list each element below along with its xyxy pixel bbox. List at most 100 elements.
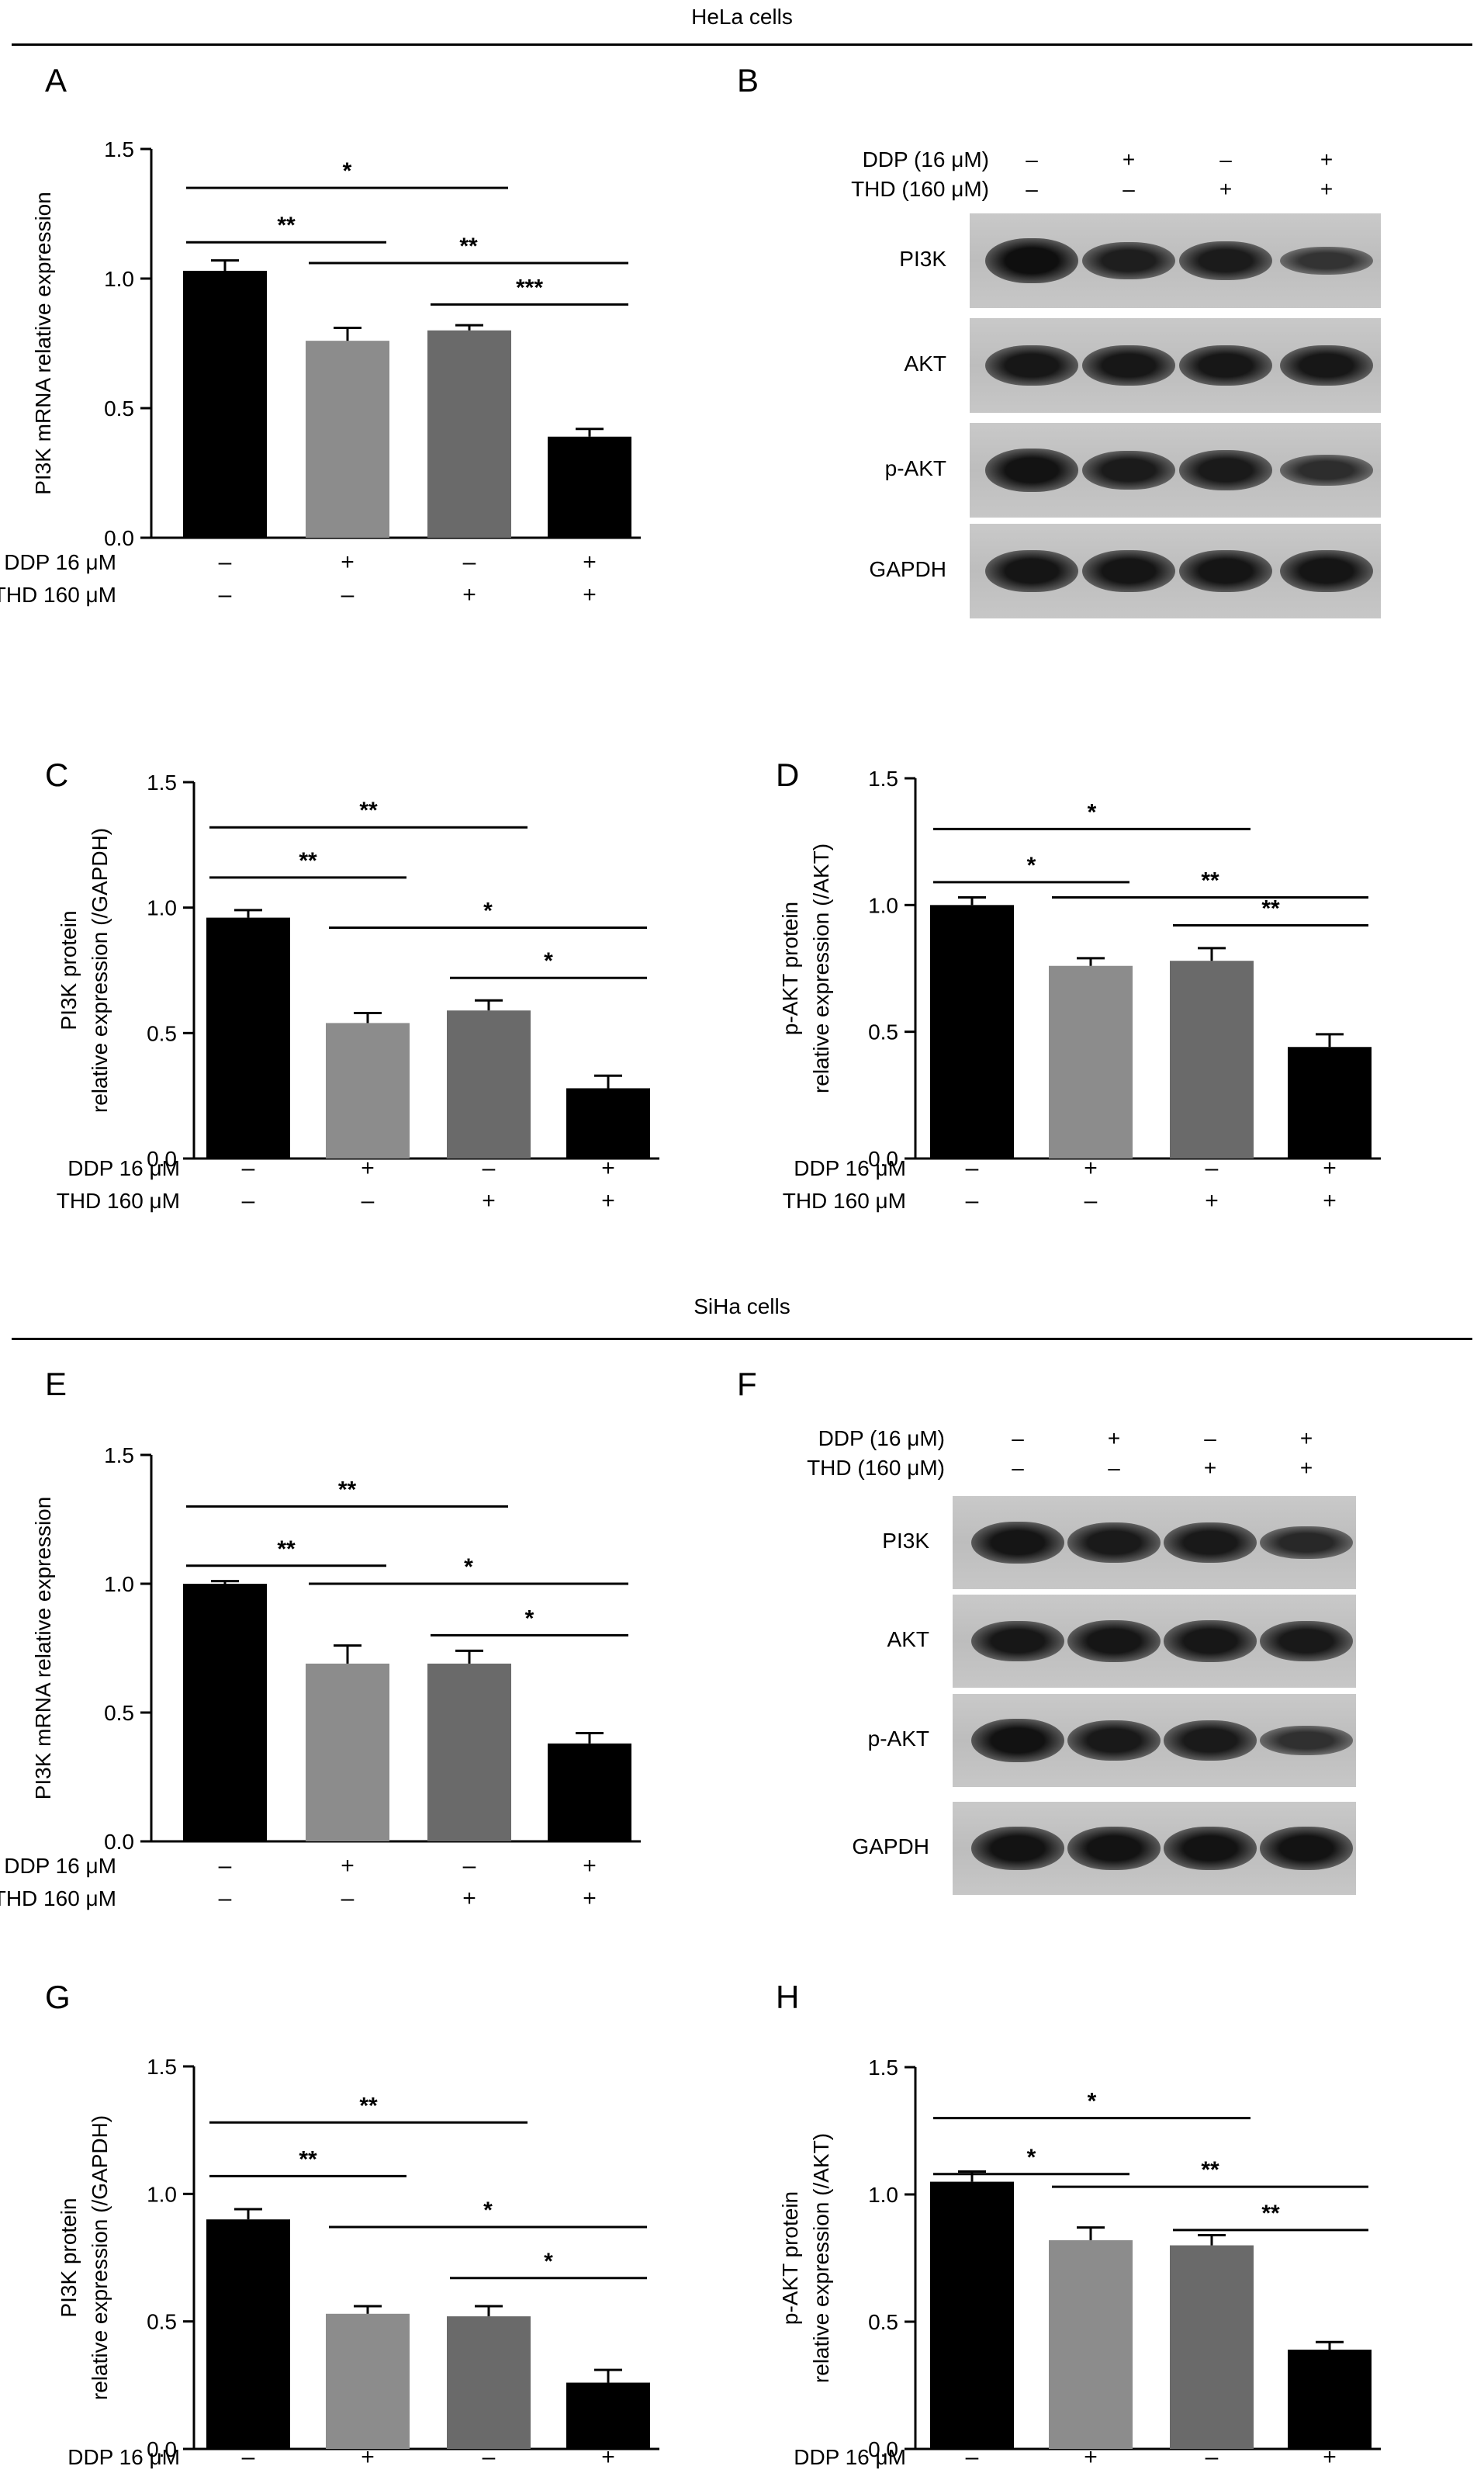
blot-condition-sign: + (1219, 177, 1233, 201)
condition-sign: + (1323, 1155, 1337, 1181)
panel-label-d: D (776, 757, 800, 793)
protein-band (1260, 1726, 1353, 1755)
y-tick-label: 1.5 (147, 2055, 177, 2079)
y-tick-label: 1.0 (104, 1572, 134, 1596)
y-tick-label: 0.0 (147, 2437, 177, 2461)
protein-band (1067, 1620, 1161, 1662)
significance-label: ** (359, 2093, 378, 2118)
protein-band (1179, 345, 1272, 386)
significance-label: * (544, 948, 553, 974)
significance-label: ** (359, 798, 378, 823)
condition-sign: + (462, 1886, 476, 1911)
condition-sign: + (583, 582, 597, 608)
blot-condition-sign: + (1299, 1456, 1313, 1480)
y-tick-label: 1.0 (104, 267, 134, 291)
condition-label: DDP 16 μM (794, 2445, 906, 2469)
bar (1288, 1047, 1372, 1159)
bar (206, 917, 290, 1159)
condition-sign: – (361, 1188, 375, 1214)
blot-condition-label: THD (160 μM) (851, 177, 989, 201)
blot-row-label: GAPDH (869, 557, 946, 581)
condition-sign: + (1084, 2444, 1098, 2470)
bar (548, 436, 631, 538)
condition-label: DDP 16 μM (794, 1156, 906, 1180)
protein-band (1179, 450, 1272, 490)
significance-label: * (464, 1554, 473, 1580)
blot-condition-sign: + (1107, 1426, 1121, 1450)
blot-condition-label: DDP (16 μM) (818, 1426, 945, 1450)
section-divider (12, 43, 1472, 46)
blot-row-label: p-AKT (867, 1727, 929, 1751)
condition-sign: – (242, 2444, 255, 2470)
blot-condition-sign: – (1204, 1426, 1216, 1450)
protein-band (1179, 549, 1272, 593)
y-tick-label: 0.5 (104, 397, 134, 421)
bar (930, 905, 1014, 1159)
significance-label: ** (277, 1536, 296, 1562)
panel-label-c: C (45, 757, 69, 793)
bar (427, 1663, 511, 1841)
protein-band (971, 1827, 1064, 1870)
bar (447, 2316, 531, 2449)
condition-sign: – (242, 1155, 255, 1181)
protein-band (1280, 247, 1373, 275)
bar (566, 1088, 650, 1159)
blot-condition-sign: – (1123, 177, 1135, 201)
condition-sign: + (1205, 1188, 1219, 1214)
y-tick-label: 0.0 (104, 526, 134, 550)
significance-label: ** (1261, 2201, 1280, 2226)
y-tick-label: 1.5 (868, 2056, 898, 2080)
condition-label: DDP 16 μM (4, 1854, 116, 1878)
y-tick-label: 0.0 (104, 1830, 134, 1854)
condition-sign: + (601, 1188, 615, 1214)
bar (1170, 961, 1254, 1159)
condition-sign: – (966, 2444, 979, 2470)
condition-sign: + (482, 1188, 496, 1214)
protein-band (1260, 1827, 1353, 1870)
condition-sign: – (219, 549, 232, 575)
y-axis-label: PI3K protein (57, 2198, 81, 2317)
protein-band (1280, 345, 1373, 386)
protein-band (1179, 241, 1272, 281)
condition-sign: + (361, 1155, 375, 1181)
blot-condition-sign: – (1219, 147, 1232, 171)
bar (183, 1584, 267, 1841)
blot-row-label: p-AKT (884, 456, 946, 480)
significance-label: * (544, 2249, 553, 2274)
condition-sign: + (601, 2444, 615, 2470)
y-axis-label: relative expression (/AKT) (809, 2133, 833, 2383)
protein-band (971, 1521, 1064, 1564)
section-title-hela: HeLa cells (691, 5, 793, 29)
significance-label: *** (516, 275, 543, 300)
panel-label-h: H (776, 1979, 800, 2015)
y-axis-label: p-AKT protein (778, 902, 802, 1035)
protein-band (971, 1620, 1064, 1662)
blot-condition-sign: + (1320, 147, 1334, 171)
bar (1049, 965, 1133, 1159)
y-axis-label: relative expression (/AKT) (809, 843, 833, 1093)
bar (447, 1010, 531, 1159)
significance-label: ** (1201, 868, 1219, 894)
blot-condition-sign: – (1012, 1456, 1024, 1480)
significance-label: ** (1201, 2157, 1219, 2183)
blot-condition-sign: + (1320, 177, 1334, 201)
protein-band (1067, 1720, 1161, 1761)
protein-band (1260, 1621, 1353, 1661)
y-tick-label: 0.5 (147, 2310, 177, 2334)
condition-sign: + (583, 549, 597, 575)
bar (306, 341, 389, 538)
condition-label: THD 160 μM (0, 1886, 116, 1910)
protein-band (1082, 345, 1175, 386)
blot-condition-sign: – (1026, 147, 1038, 171)
y-tick-label: 0.5 (147, 1021, 177, 1045)
significance-label: ** (338, 1477, 357, 1502)
y-tick-label: 1.0 (147, 2182, 177, 2206)
condition-label: THD 160 μM (783, 1189, 906, 1213)
bar (427, 330, 511, 538)
condition-label: DDP 16 μM (67, 1156, 180, 1180)
protein-band (985, 449, 1078, 492)
